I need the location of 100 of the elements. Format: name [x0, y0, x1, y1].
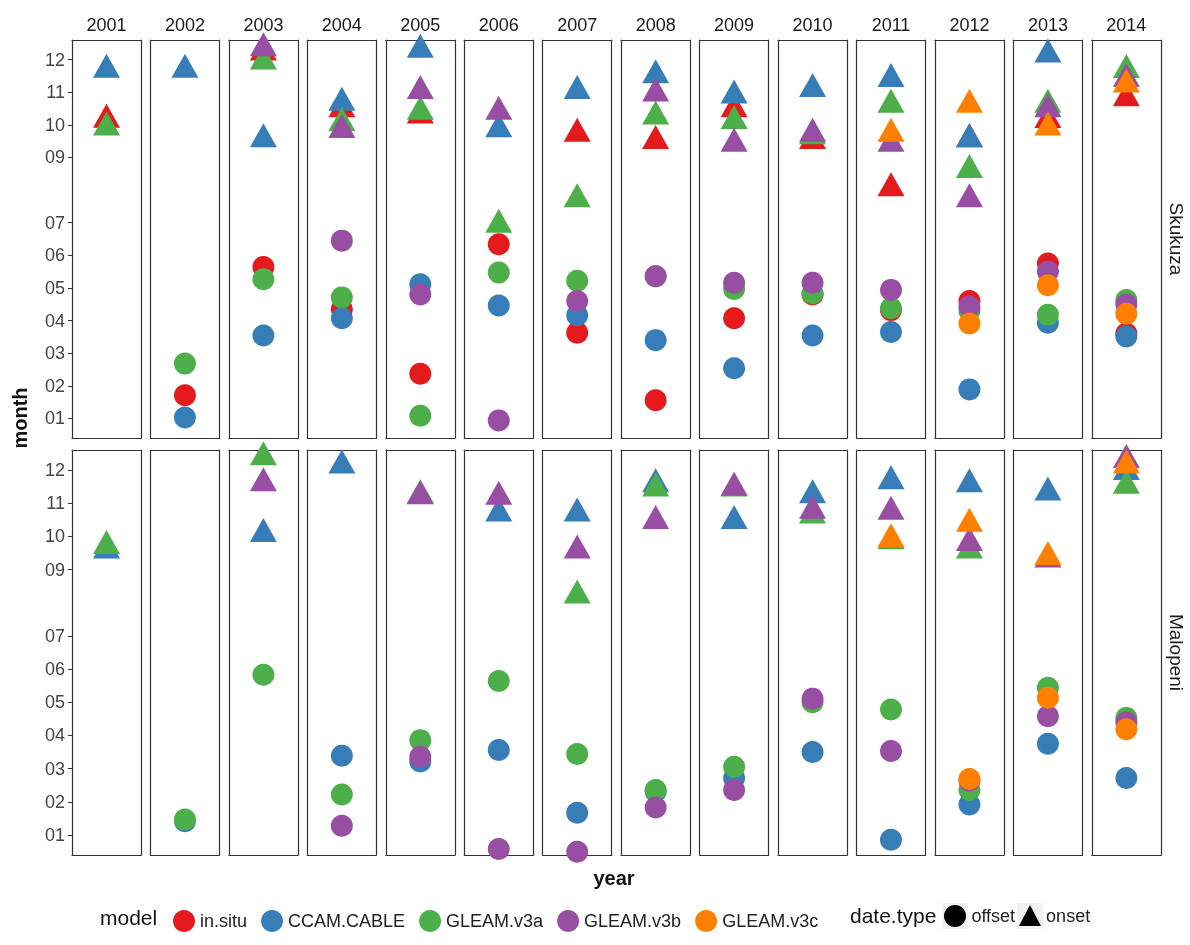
- point: [409, 283, 432, 306]
- point: [566, 840, 589, 863]
- y-tick-label: 03: [44, 343, 65, 364]
- point: [1036, 732, 1059, 755]
- y-tick-label: 03: [44, 758, 65, 779]
- point: [1034, 38, 1062, 63]
- point: [487, 409, 510, 432]
- point: [173, 352, 196, 375]
- point: [330, 229, 353, 252]
- y-tick-label: 04: [44, 310, 65, 331]
- point: [566, 269, 589, 292]
- point: [173, 406, 196, 429]
- point: [720, 104, 748, 129]
- point: [955, 468, 983, 493]
- y-tick-label: 01: [44, 408, 65, 429]
- point: [720, 127, 748, 152]
- x-tick-label: 2008: [635, 15, 676, 35]
- point: [487, 261, 510, 284]
- x-tick-label: 2001: [86, 15, 127, 35]
- point: [409, 362, 432, 385]
- text: onset: [1046, 905, 1091, 927]
- point: [799, 494, 827, 519]
- point: [801, 271, 824, 294]
- legend-label: GLEAM.v3b: [584, 911, 682, 931]
- point: [877, 62, 905, 87]
- point: [720, 505, 748, 530]
- point: [642, 505, 670, 530]
- point: [801, 741, 824, 764]
- y-tick-label: 01: [44, 825, 65, 846]
- point: [880, 740, 902, 763]
- point: [958, 312, 981, 335]
- point: [723, 755, 746, 778]
- point: [1036, 303, 1059, 326]
- x-tick-label: 2012: [949, 15, 990, 35]
- y-tick-label: 02: [44, 791, 65, 812]
- y-tick-label: 05: [44, 692, 65, 713]
- point: [409, 404, 432, 427]
- y-tick-label: 12: [44, 459, 65, 480]
- point: [566, 801, 589, 824]
- point: [1115, 766, 1138, 789]
- point: [249, 441, 277, 466]
- y-tick-label: 10: [44, 526, 65, 547]
- point: [93, 529, 120, 554]
- point: [880, 320, 902, 343]
- point: [406, 74, 434, 99]
- y-tick-label: 11: [46, 493, 65, 514]
- point: [485, 95, 513, 120]
- point: [406, 33, 434, 58]
- point: [328, 114, 356, 139]
- point: [880, 698, 902, 721]
- x-tick-label: 2010: [792, 15, 833, 35]
- point: [487, 838, 510, 861]
- point: [563, 497, 591, 522]
- point: [252, 663, 275, 686]
- point: [1115, 302, 1138, 325]
- point: [249, 123, 277, 148]
- point: [723, 307, 746, 330]
- point: [877, 465, 905, 490]
- point: [877, 172, 905, 197]
- point: [563, 579, 591, 604]
- y-tick-label: 07: [44, 212, 65, 233]
- y-tick-label: 09: [44, 559, 65, 580]
- point: [644, 389, 667, 412]
- point: [799, 73, 827, 98]
- point: [93, 111, 120, 136]
- point: [252, 324, 275, 347]
- point: [330, 307, 353, 330]
- point: [330, 814, 353, 837]
- point: [328, 449, 356, 474]
- legend-label: GLEAM.v3a: [446, 911, 545, 931]
- point: [93, 53, 120, 78]
- point: [485, 208, 513, 233]
- x-tick-label: 2013: [1027, 15, 1068, 35]
- x-tick-label: 2003: [243, 15, 284, 35]
- y-tick-label: 02: [44, 375, 65, 396]
- y-tick-label: 12: [44, 49, 65, 70]
- point: [642, 77, 670, 102]
- point: [880, 278, 902, 301]
- x-tick-label: 2011: [871, 15, 911, 35]
- point: [566, 289, 589, 312]
- point: [1036, 705, 1059, 728]
- point: [563, 117, 591, 142]
- y-axis-title: month: [9, 387, 31, 449]
- legend-label: in.situ: [200, 911, 248, 931]
- point: [487, 294, 510, 317]
- legend-label: CCAM.CABLE: [288, 911, 406, 931]
- y-tick-label: 11: [46, 82, 65, 103]
- point: [723, 271, 746, 294]
- x-tick-label: 2009: [714, 15, 755, 35]
- y-tick-label: 10: [44, 114, 65, 135]
- point: [563, 183, 591, 208]
- point: [644, 796, 667, 819]
- point: [1034, 93, 1062, 118]
- annotation: Skukuza: [1165, 202, 1187, 276]
- point: [487, 233, 510, 256]
- point: [563, 534, 591, 559]
- point: [330, 783, 353, 806]
- point: [1034, 476, 1062, 501]
- point: [723, 778, 746, 801]
- point: [1112, 449, 1140, 474]
